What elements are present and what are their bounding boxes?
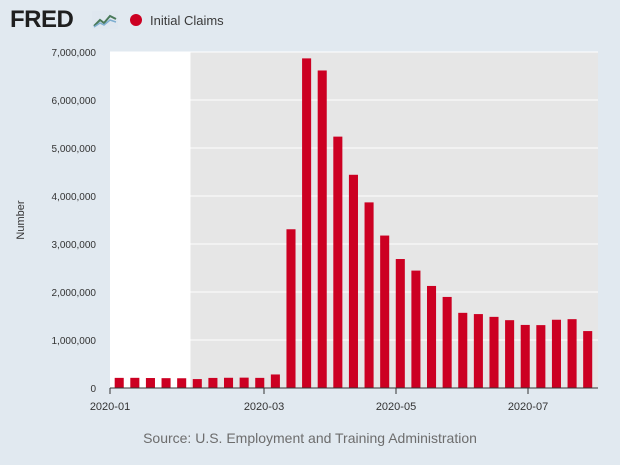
bar[interactable] xyxy=(395,259,405,388)
chart[interactable]: 0 1,000,000 2,000,000 3,000,000 4,000,000 5,0… xyxy=(0,0,620,430)
bar[interactable] xyxy=(145,378,155,388)
legend[interactable]: Initial Claims xyxy=(130,11,224,29)
bar[interactable] xyxy=(302,58,312,388)
bar[interactable] xyxy=(114,377,124,388)
bar[interactable] xyxy=(567,319,577,388)
bar[interactable] xyxy=(380,235,390,388)
y-tick-label: 5,000,000 xyxy=(52,144,97,155)
bar[interactable] xyxy=(208,377,218,388)
unshaded-region xyxy=(110,52,191,388)
bar[interactable] xyxy=(489,316,499,388)
bar[interactable] xyxy=(177,378,187,388)
source-note: Source: U.S. Employment and Training Adm… xyxy=(143,430,477,446)
bar[interactable] xyxy=(411,270,421,388)
y-tick-label: 7,000,000 xyxy=(52,48,97,59)
bar[interactable] xyxy=(505,320,515,388)
y-tick-label: 4,000,000 xyxy=(52,192,97,203)
y-tick-label: 3,000,000 xyxy=(52,240,97,251)
bar[interactable] xyxy=(270,374,280,388)
fred-graph-icon xyxy=(92,11,118,29)
bar[interactable] xyxy=(427,285,437,388)
bar[interactable] xyxy=(239,377,249,388)
x-tick-label: 2020-05 xyxy=(376,401,416,413)
bar[interactable] xyxy=(161,378,171,388)
fred-logo[interactable]: FRED xyxy=(10,6,74,33)
bar[interactable] xyxy=(348,174,358,388)
bar[interactable] xyxy=(520,324,530,388)
y-tick-label: 0 xyxy=(90,384,96,395)
bar[interactable] xyxy=(536,325,546,388)
bar[interactable] xyxy=(317,70,327,388)
bar[interactable] xyxy=(458,312,468,388)
bar[interactable] xyxy=(223,377,234,388)
bar[interactable] xyxy=(364,202,374,388)
bar[interactable] xyxy=(442,296,452,388)
x-tick-label: 2020-07 xyxy=(508,401,548,413)
legend-swatch xyxy=(130,14,142,26)
bar[interactable] xyxy=(333,136,343,388)
bar[interactable] xyxy=(255,377,265,388)
bar[interactable] xyxy=(286,229,296,388)
bar[interactable] xyxy=(192,379,202,388)
y-tick-label: 2,000,000 xyxy=(52,288,97,299)
x-tick-label: 2020-03 xyxy=(244,401,284,413)
legend-label: Initial Claims xyxy=(150,12,224,28)
y-axis-label: Number xyxy=(15,200,27,239)
y-tick-label: 1,000,000 xyxy=(52,336,97,347)
bar[interactable] xyxy=(130,377,140,388)
header: FRED Initial Claims xyxy=(0,0,620,40)
bar[interactable] xyxy=(473,314,483,388)
bar[interactable] xyxy=(551,319,561,388)
x-tick-label: 2020-01 xyxy=(90,401,130,413)
bar[interactable] xyxy=(583,331,593,388)
y-tick-label: 6,000,000 xyxy=(52,96,97,107)
